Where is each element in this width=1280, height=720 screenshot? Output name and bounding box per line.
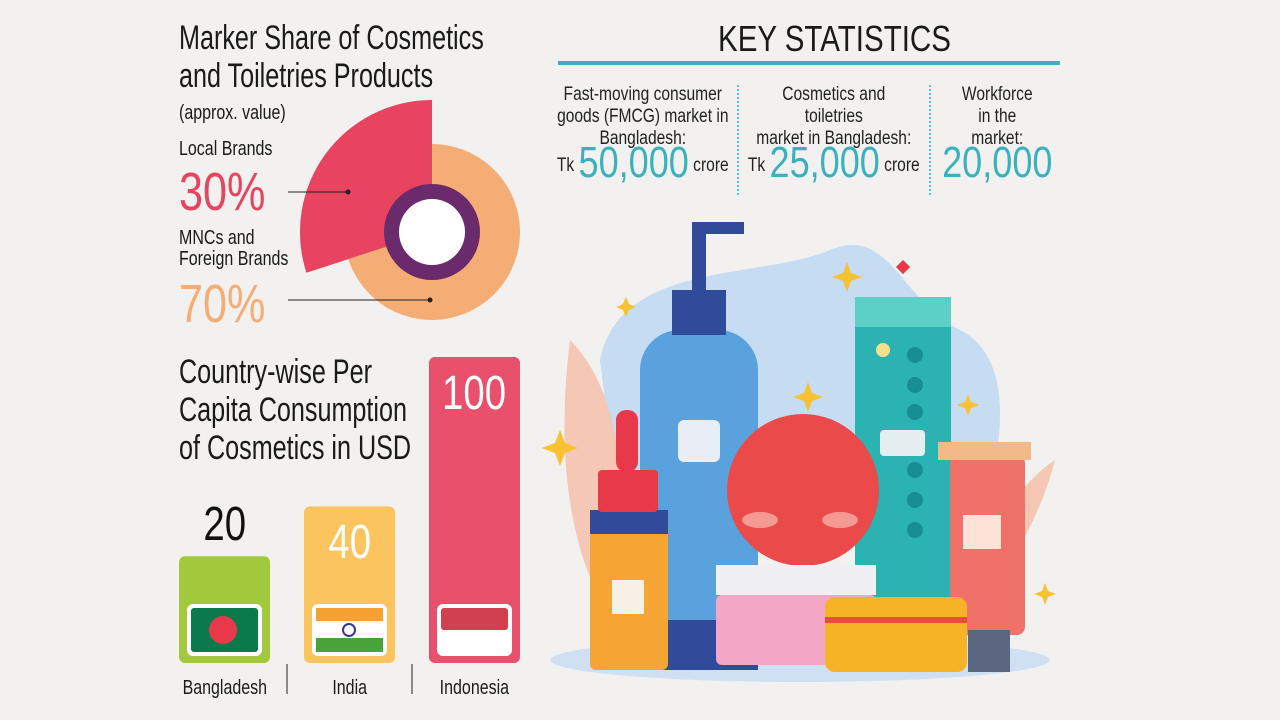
stat-label-line: market: [971,128,1023,149]
bar-category-text: India [332,677,367,699]
stat-separator [929,85,931,195]
key-stat-2: Workforce in the market: 20,000 [932,84,1062,185]
stat-label-line: Fast-moving consumer [563,84,723,105]
stat-label-line: in the [977,106,1017,127]
stat-label-line: Workforce [961,84,1033,105]
bar-title-line1: Country-wise Per [179,353,372,391]
bar-category-label: Indonesia [419,677,530,699]
bar-value-label: 40 [304,518,395,568]
bar-category-label: Bangladesh [169,677,280,699]
bar-title-line2: Capita Consumption [179,391,407,429]
legend-local-label: Local Brands [179,138,273,160]
legend-mnc-value: 70% [179,274,266,334]
cosmetics-illustration [542,222,1056,682]
stat-suffix: crore [884,155,920,176]
stat-value: 20,000 [941,138,1053,187]
bar-category-label: India [294,677,405,699]
pie-title-line1: Marker Share of Cosmetics [179,19,484,57]
stat-label-line: market in Bangladesh: [756,128,912,149]
bar-category-text: Bangladesh [182,677,267,699]
stat-value: 50,000 [578,138,690,187]
stat-label-line: goods (FMCG) market in [557,106,729,127]
bar-value-label: 20 [179,500,270,550]
bar-category-text: Indonesia [439,677,510,699]
stat-separator [737,85,739,195]
key-stat-0: Fast-moving consumer goods (FMCG) market … [548,84,738,185]
flag-india-icon [312,604,387,656]
bar-indonesia [429,357,520,663]
stat-suffix: crore [693,155,729,176]
key-stats-title: KEY STATISTICS [718,18,951,59]
stat-label-line: Bangladesh: [599,128,687,149]
stat-prefix: Tk [557,155,575,176]
stat-label-line: toiletries [804,106,864,127]
pie-subtitle: (approx. value) [179,102,286,124]
bar-value-label: 100 [429,369,520,419]
key-stat-1: Cosmetics and toiletries market in Banglad… [740,84,928,185]
pie-title-line2: and Toiletries Products [179,57,434,95]
stat-value: 25,000 [769,138,881,187]
bar-title-line3: of Cosmetics in USD [179,429,412,467]
flag-bangladesh-icon [187,604,262,656]
bar-value-text: 40 [328,516,371,570]
leader-dot [345,189,351,195]
leader-dot [427,297,433,303]
key-stats-divider [558,61,1060,65]
legend-mnc-label: MNCs and Foreign Brands [179,227,289,270]
flag-indonesia-icon [437,604,512,656]
legend-local-value: 30% [179,162,266,222]
bar-value-text: 20 [203,498,246,552]
stat-label-line: Cosmetics and [782,84,886,105]
stat-prefix: Tk [748,155,766,176]
bar-value-text: 100 [442,367,507,420]
pie-center-hole [399,199,465,265]
